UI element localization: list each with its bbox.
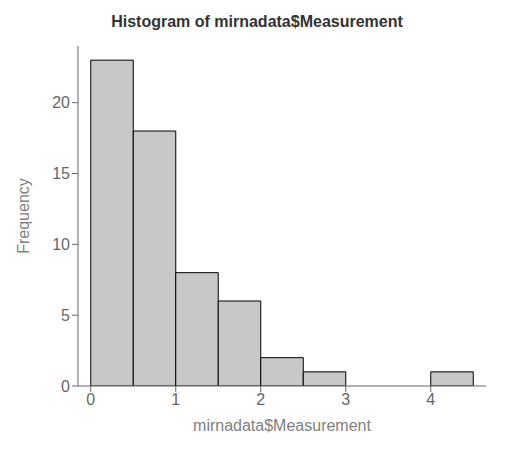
svg-text:0: 0	[61, 378, 70, 395]
svg-text:Frequency: Frequency	[15, 178, 32, 254]
svg-text:1: 1	[171, 391, 180, 408]
svg-text:5: 5	[61, 307, 70, 324]
svg-text:mirnadata$Measurement: mirnadata$Measurement	[193, 417, 371, 434]
svg-text:20: 20	[52, 94, 70, 111]
svg-text:15: 15	[52, 165, 70, 182]
svg-text:2: 2	[256, 391, 265, 408]
html-text:Histogram of mirnadata$Measure: Histogram of mirnadata$Measurement	[111, 13, 403, 30]
svg-text:3: 3	[341, 391, 350, 408]
svg-text:10: 10	[52, 236, 70, 253]
svg-text:4: 4	[426, 391, 435, 408]
svg-text:0: 0	[86, 391, 95, 408]
